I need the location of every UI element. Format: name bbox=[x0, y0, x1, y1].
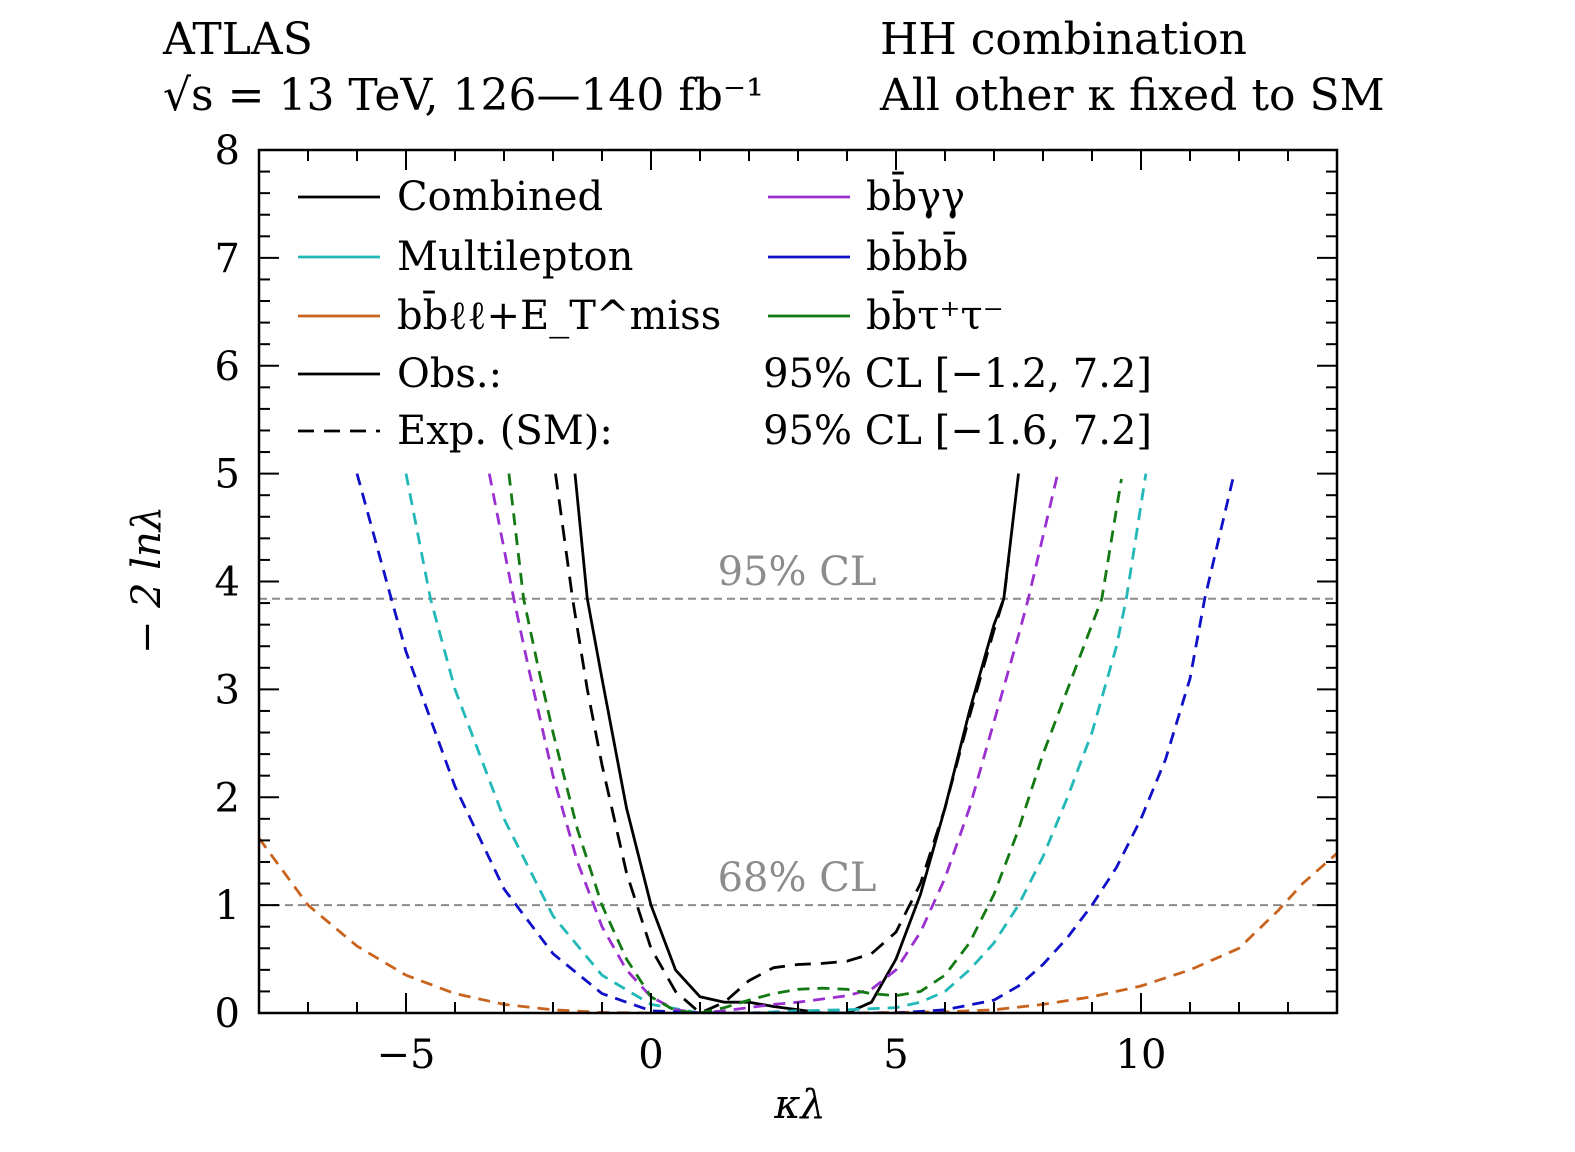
x-tick-label: 5 bbox=[883, 1032, 908, 1078]
y-tick-label: 0 bbox=[215, 991, 240, 1037]
series-curve-4 bbox=[487, 473, 1060, 1013]
series-curve-6 bbox=[507, 473, 1123, 1013]
y-tick-label: 1 bbox=[215, 883, 240, 929]
x-axis-title: κλ bbox=[773, 1082, 826, 1128]
legend-label-6: Obs.: bbox=[397, 351, 502, 397]
legend-extra-7: 95% CL [−1.6, 7.2] bbox=[763, 408, 1152, 454]
legend-label-3: bb̄γγ bbox=[866, 171, 965, 220]
reference-label-0: 95% CL bbox=[718, 549, 877, 595]
assumption-label: All other κ fixed to SM bbox=[880, 70, 1385, 121]
x-tick-label: −5 bbox=[377, 1032, 436, 1078]
y-axis-title: − 2 lnλ bbox=[124, 506, 170, 654]
series-curve-5 bbox=[355, 473, 1236, 1013]
series-curve-3 bbox=[259, 837, 1337, 1013]
y-tick-label: 5 bbox=[215, 452, 240, 498]
legend-label-4: bb̄bb̄ bbox=[866, 231, 968, 280]
legend-label-1: Multilepton bbox=[397, 234, 633, 280]
analysis-label: HH combination bbox=[880, 14, 1247, 65]
experiment-label: ATLAS bbox=[163, 14, 313, 65]
y-tick-label: 3 bbox=[215, 667, 240, 713]
legend-label-2: bb̄ℓℓ+E_T^miss bbox=[397, 290, 721, 339]
y-tick-label: 8 bbox=[215, 128, 240, 174]
y-tick-label: 2 bbox=[215, 775, 240, 821]
reference-label-1: 68% CL bbox=[718, 855, 877, 901]
x-tick-label: 0 bbox=[638, 1032, 663, 1078]
y-tick-label: 6 bbox=[215, 344, 240, 390]
y-tick-label: 4 bbox=[215, 560, 240, 606]
legend-label-5: bb̄τ⁺τ⁻ bbox=[866, 290, 1004, 339]
x-tick-label: 10 bbox=[1116, 1032, 1167, 1078]
legend-extra-6: 95% CL [−1.2, 7.2] bbox=[763, 351, 1152, 397]
series-curve-1 bbox=[554, 473, 1011, 1013]
energy-lumi-label: √s = 13 TeV, 126—140 fb⁻¹ bbox=[163, 70, 764, 121]
legend-label-0: Combined bbox=[397, 174, 603, 220]
legend-label-7: Exp. (SM): bbox=[397, 408, 613, 454]
y-tick-label: 7 bbox=[215, 236, 240, 282]
